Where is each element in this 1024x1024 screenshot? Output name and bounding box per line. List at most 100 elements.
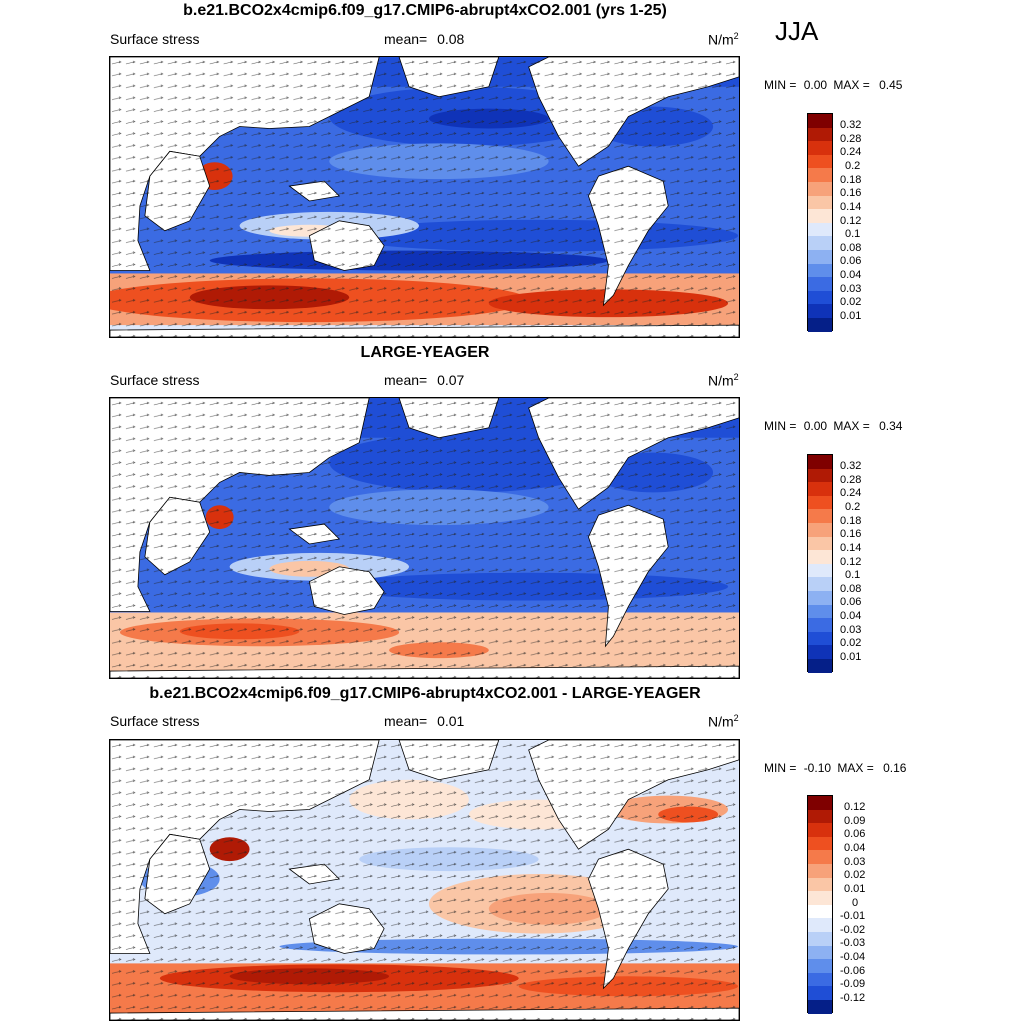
cb3-tick: 0.03 [844,856,866,868]
cb2-swatch [808,658,832,673]
panel-1-variable-label: Surface stress [110,31,200,47]
panel-3-units: N/m2 [708,713,739,730]
cb2-tick: 0.32 [840,460,862,472]
cb3-tick: -0.02 [840,924,866,936]
panel-2-units-exp: 2 [733,372,739,382]
cb3-swatch [808,836,832,851]
cb2-swatch [808,604,832,619]
cb1-swatch [808,141,832,155]
panel-3-units-exp: 2 [733,713,739,723]
cb2-tick: 0.18 [840,515,862,527]
cb2-swatch [808,645,832,659]
cb1-swatch [808,317,832,332]
cb1-tick: 0.08 [840,242,862,254]
panel-3-max-label: MAX = [837,761,874,775]
cb1-tick: 0.01 [840,310,862,322]
panel-3-map [109,739,740,1021]
cb1-tick: 0.03 [840,283,862,295]
cb1-swatch [808,222,832,237]
cb2-tick: 0.2 [845,501,861,513]
cb1-tick: 0.16 [840,187,862,199]
panel-1-mean: mean= 0.08 [384,31,464,47]
cb3-tick: 0.06 [844,828,866,840]
panel-2-max-label: MAX = [833,419,870,433]
cb2-tick: 0.02 [840,637,862,649]
cb2-tick: 0.01 [840,651,862,663]
panel-2-min-label: MIN = [764,419,797,433]
cb2-tick: 0.04 [840,610,862,622]
panel-2-mean: mean= 0.07 [384,372,464,388]
panel-3-mean: mean= 0.01 [384,713,464,729]
cb3-swatch [808,986,832,1000]
cb1-tick: 0.04 [840,269,862,281]
panel-3-min-value: -0.10 [803,761,832,775]
panel-2-min-value: 0.00 [803,419,828,433]
panel-3-units-base: N/m [708,713,734,730]
panel-3-min-label: MIN = [764,761,797,775]
cb1-tick: 0.32 [840,119,862,131]
panel-1-units-base: N/m [708,31,734,48]
cb3-swatch [808,796,832,810]
panel-2-minmax: MIN = 0.00 MAX = 0.34 [764,419,902,433]
panel-2-mean-label: mean= [384,372,428,388]
cb1-tick: 0.28 [840,133,862,145]
cb1-tick: 0.18 [840,174,862,186]
cb3-tick: 0.12 [844,801,866,813]
cb2-tick: 0.1 [845,569,861,581]
cb2-swatch [808,468,832,483]
cb1-tick: 0.24 [840,146,862,158]
panel-1-mean-label: mean= [384,31,428,47]
cb3-tick: 0 [852,897,859,909]
cb1-swatch [808,236,832,250]
cb2-tick: 0.28 [840,474,862,486]
cb3-swatch [808,972,832,987]
cb3-tick: -0.03 [840,937,866,949]
cb1-swatch [808,127,832,142]
cb1-swatch [808,290,832,305]
cb3-swatch [808,850,832,864]
cb3-tick: 0.04 [844,842,866,854]
panel-2-max-value: 0.34 [879,419,903,433]
cb3-tick: -0.01 [840,910,866,922]
cb2-tick: 0.08 [840,583,862,595]
panel-1-title: b.e21.BCO2x4cmip6.f09_g17.CMIP6-abrupt4x… [183,2,667,19]
cb2-tick: 0.24 [840,487,862,499]
cb3-swatch [808,931,832,946]
panel-1-colorbar [807,113,833,332]
cb1-tick: 0.1 [845,228,861,240]
panel-3-mean-label: mean= [384,713,428,729]
panel-2-units: N/m2 [708,372,739,389]
cb1-swatch [808,209,832,223]
cb2-swatch [808,509,832,523]
cb2-tick: 0.16 [840,528,862,540]
cb2-swatch [808,563,832,578]
cb3-tick: -0.09 [840,978,866,990]
cb3-tick: -0.12 [840,992,866,1004]
panel-3-mean-value: 0.01 [437,713,465,729]
cb2-swatch [808,550,832,564]
panel-1-minmax: MIN = 0.00 MAX = 0.45 [764,78,902,92]
cb2-swatch [808,590,832,605]
panel-2-variable-label: Surface stress [110,372,200,388]
cb1-swatch [808,154,832,169]
cb3-swatch [808,904,832,919]
cb2-swatch [808,536,832,551]
cb2-swatch [808,618,832,632]
cb3-swatch [808,809,832,824]
panel-2-colorbar [807,454,833,673]
panel-1-mean-value: 0.08 [437,31,465,47]
cb3-swatch [808,918,832,932]
panel-1-min-value: 0.00 [803,78,828,92]
cb1-tick: 0.12 [840,215,862,227]
panel-2-units-base: N/m [708,372,734,389]
cb3-swatch [808,823,832,837]
panel-2-title: LARGE-YEAGER [360,344,490,361]
panel-1-map [109,56,740,338]
cb2-swatch [808,482,832,496]
panel-1-units: N/m2 [708,31,739,48]
cb3-tick: 0.09 [844,815,866,827]
cb3-tick: 0.01 [844,883,866,895]
cb1-swatch [808,304,832,318]
panel-1-min-label: MIN = [764,78,797,92]
cb2-swatch [808,522,832,537]
